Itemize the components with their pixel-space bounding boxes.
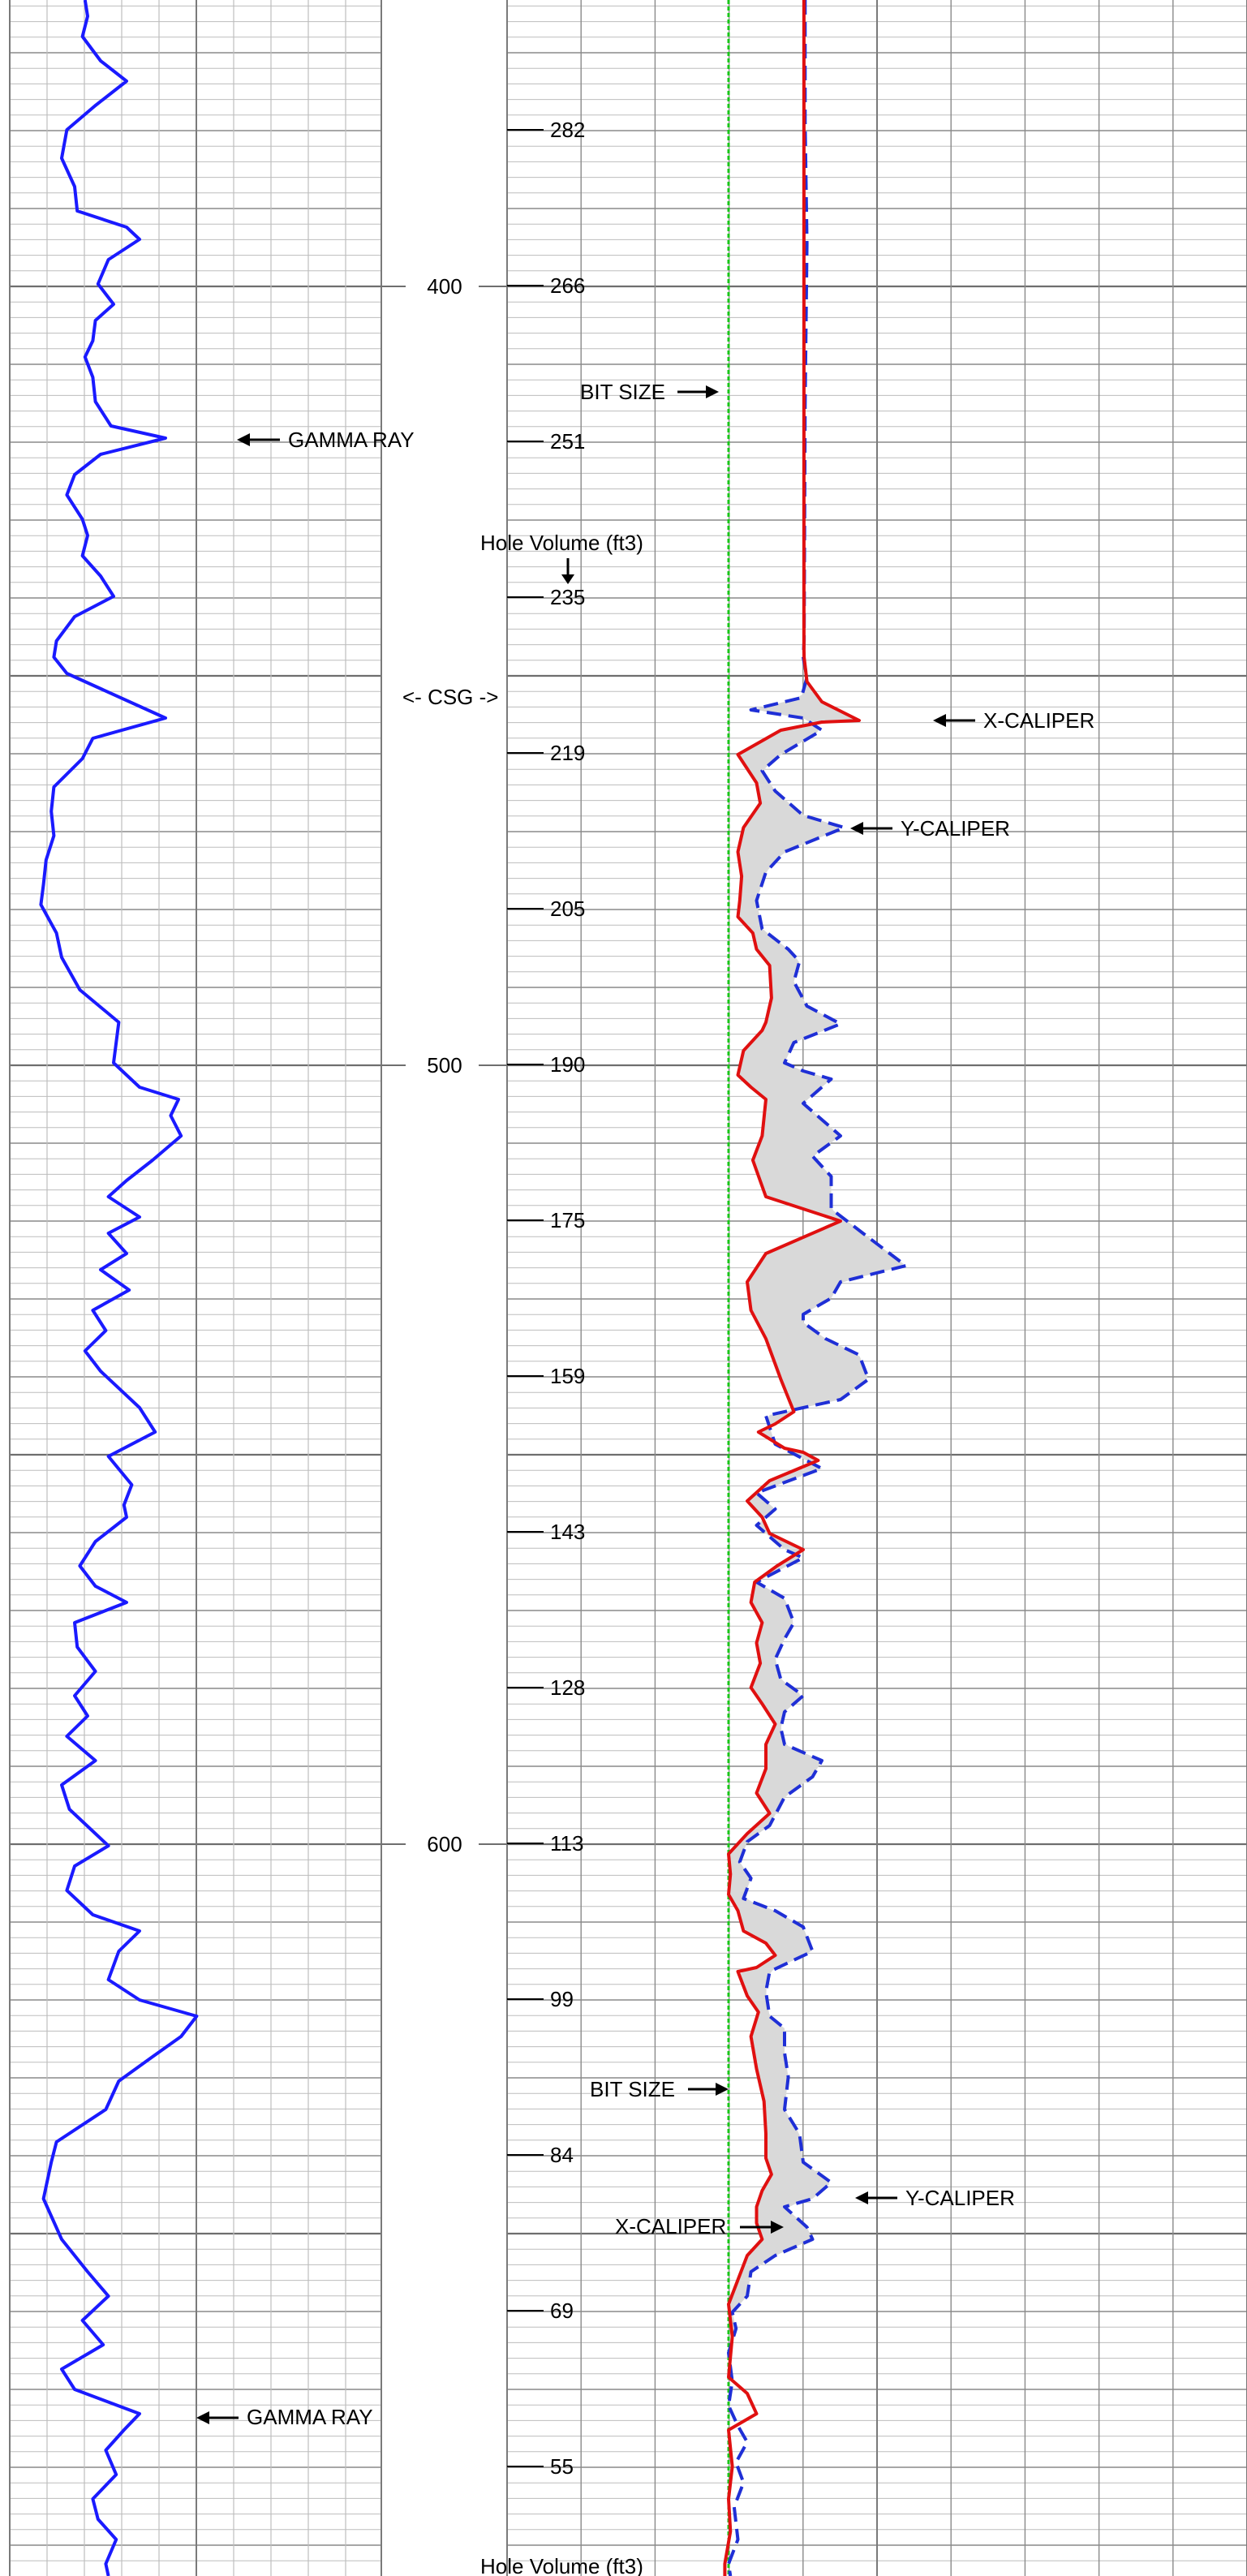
volume-label: 266 bbox=[550, 273, 585, 298]
gamma-ray-arrowhead-bottom bbox=[196, 2411, 209, 2424]
x-caliper-curve bbox=[723, 0, 861, 2576]
y-caliper-label-bottom: Y-CALIPER bbox=[905, 2186, 1015, 2210]
x-caliper-label-top: X-CALIPER bbox=[983, 708, 1094, 733]
volume-label: 175 bbox=[550, 1208, 585, 1232]
casing-label: <- CSG -> bbox=[402, 685, 498, 709]
hole-volume-label-bottom: Hole Volume (ft3) bbox=[480, 2554, 643, 2576]
depth-label: 400 bbox=[427, 274, 462, 299]
hole-volume-track: 282 266 251 235 219 205 190 175 159 143 128 113 99 84… bbox=[507, 118, 585, 2479]
hole-volume-label-top: Hole Volume (ft3) bbox=[480, 531, 643, 555]
volume-label: 219 bbox=[550, 741, 585, 765]
gamma-ray-label-bottom: GAMMA RAY bbox=[247, 2405, 373, 2429]
bit-size-label-bottom: BIT SIZE bbox=[590, 2077, 675, 2101]
bit-size-arrowhead-bottom bbox=[716, 2083, 729, 2096]
y-caliper-arrowhead-top bbox=[850, 822, 863, 835]
bit-size-label-top: BIT SIZE bbox=[580, 380, 665, 404]
volume-label: 282 bbox=[550, 118, 585, 142]
volume-label: 128 bbox=[550, 1675, 585, 1700]
caliper-fill bbox=[729, 665, 904, 2335]
y-caliper-arrowhead-bottom bbox=[855, 2191, 868, 2204]
volume-label: 159 bbox=[550, 1364, 585, 1388]
annotations: GAMMA RAY GAMMA RAY <- CSG -> Hole Volum… bbox=[196, 380, 1094, 2576]
volume-label: 143 bbox=[550, 1520, 585, 1544]
volume-label: 84 bbox=[550, 2143, 574, 2167]
x-caliper-arrowhead-top bbox=[933, 714, 946, 727]
volume-label: 99 bbox=[550, 1987, 574, 2011]
curves bbox=[39, 0, 908, 2576]
gamma-ray-label-top: GAMMA RAY bbox=[288, 428, 415, 452]
gamma-ray-arrowhead-top bbox=[237, 433, 250, 446]
depth-label: 600 bbox=[427, 1832, 462, 1856]
y-caliper-label-top: Y-CALIPER bbox=[901, 816, 1010, 841]
grid bbox=[9, 0, 1247, 2576]
volume-label: 205 bbox=[550, 897, 585, 921]
volume-label: 235 bbox=[550, 585, 585, 609]
bit-size-arrowhead-top bbox=[706, 385, 719, 398]
depth-track: 400 500 600 bbox=[381, 274, 507, 1856]
gamma-ray-curve bbox=[39, 0, 199, 2576]
volume-label: 251 bbox=[550, 429, 585, 454]
volume-label: 69 bbox=[550, 2299, 574, 2323]
x-caliper-arrowhead-bottom bbox=[771, 2221, 784, 2234]
hole-volume-arrowhead-top bbox=[561, 574, 574, 584]
y-caliper-curve bbox=[727, 0, 908, 2576]
volume-label: 113 bbox=[550, 1831, 583, 1856]
volume-label: 190 bbox=[550, 1052, 585, 1077]
depth-label: 500 bbox=[427, 1053, 462, 1077]
volume-label: 55 bbox=[550, 2454, 574, 2479]
x-caliper-label-bottom: X-CALIPER bbox=[615, 2214, 726, 2238]
